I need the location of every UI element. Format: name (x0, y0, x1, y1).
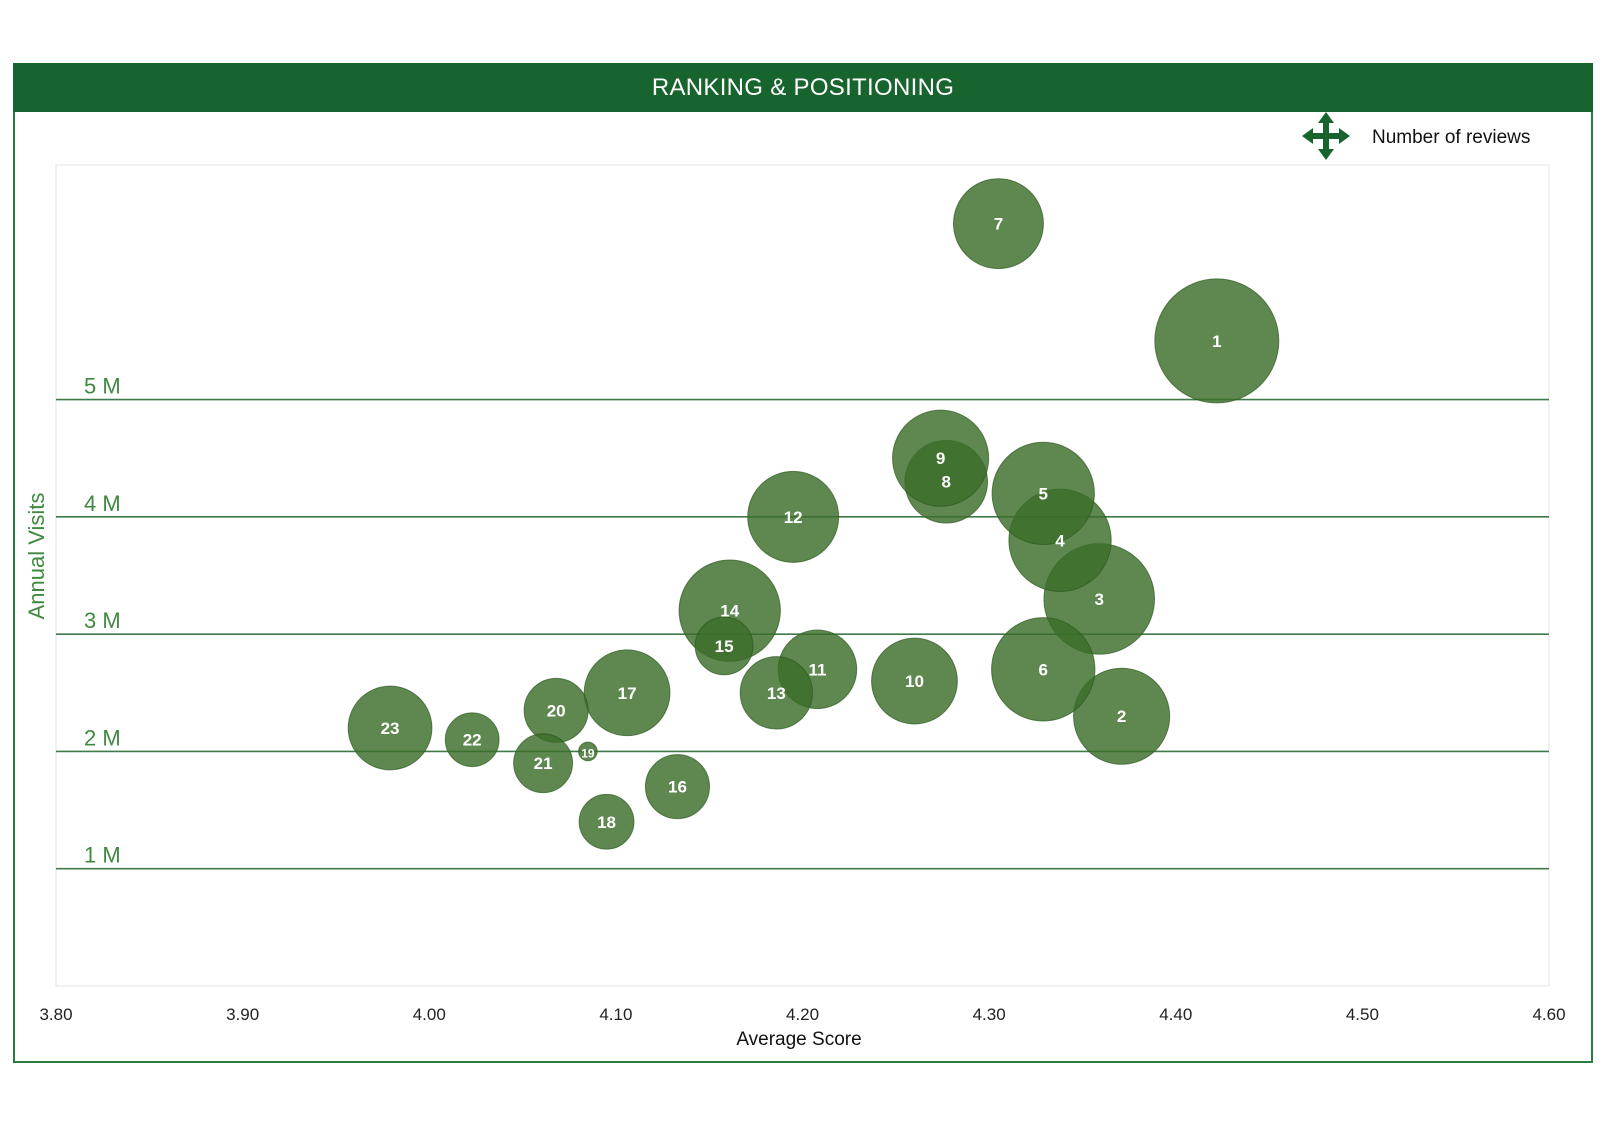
y-tick-label: 5 M (84, 374, 121, 399)
bubble-16[interactable] (644, 754, 710, 820)
bubble-12[interactable] (747, 470, 840, 563)
bubble-label: 11 (808, 660, 826, 679)
bubble-9[interactable] (892, 409, 990, 507)
bubble-17[interactable] (583, 649, 671, 737)
x-tick-label: 4.00 (413, 1005, 446, 1024)
bubble-18[interactable] (578, 793, 635, 850)
bubble-label: 22 (463, 731, 482, 750)
bubble-label: 15 (715, 637, 734, 656)
x-tick-label: 4.50 (1346, 1005, 1379, 1024)
bubble-label: 3 (1094, 590, 1103, 609)
bubble-label: 23 (381, 719, 400, 738)
bubble-2[interactable] (1073, 667, 1171, 765)
x-tick-labels: 3.80 3.90 4.00 4.10 4.20 4.30 4.40 4.50 4.60 (39, 1005, 1565, 1024)
bubble-label: 16 (668, 778, 687, 797)
x-tick-label: 4.10 (599, 1005, 632, 1024)
x-tick-label: 4.40 (1159, 1005, 1192, 1024)
chart-title: RANKING & POSITIONING (13, 63, 1593, 112)
y-tick-label: 2 M (84, 725, 121, 750)
bubble-label: 2 (1117, 707, 1126, 726)
x-axis-title: Average Score (736, 1029, 861, 1050)
bubble-label: 6 (1039, 660, 1048, 679)
legend: Number of reviews (1302, 112, 1530, 160)
x-tick-label: 3.80 (39, 1005, 72, 1024)
bubble-label: 8 (941, 473, 950, 492)
x-tick-label: 4.30 (973, 1005, 1006, 1024)
bubble-22[interactable] (444, 712, 500, 768)
y-tick-label: 3 M (84, 608, 121, 633)
bubble-label: 10 (905, 672, 924, 691)
bubble-label: 17 (618, 684, 637, 703)
bubble-19[interactable] (578, 741, 598, 762)
bubble-label: 7 (994, 215, 1003, 234)
bubble-label: 12 (784, 508, 803, 527)
y-tick-label: 1 M (84, 843, 121, 868)
bubble-7[interactable] (953, 178, 1044, 270)
bubble-15[interactable] (694, 616, 754, 676)
bubble-13[interactable] (739, 656, 814, 730)
y-tick-label: 4 M (84, 491, 121, 516)
legend-label: Number of reviews (1372, 127, 1530, 148)
bubble-label: 4 (1055, 531, 1065, 550)
x-tick-label: 4.60 (1532, 1005, 1565, 1024)
bubble-label: 19 (581, 746, 595, 760)
y-axis-title: Annual Visits (24, 493, 49, 620)
x-tick-label: 3.90 (226, 1005, 259, 1024)
bubble-1[interactable] (1154, 278, 1280, 404)
bubble-label: 14 (720, 602, 739, 621)
bubble-label: 1 (1212, 332, 1221, 351)
bubble-label: 21 (534, 754, 553, 773)
bubble-label: 13 (767, 684, 786, 703)
bubble-6[interactable] (991, 617, 1096, 722)
four-way-arrow-icon (1302, 112, 1350, 160)
bubble-21[interactable] (513, 733, 574, 794)
bubble-label: 5 (1039, 484, 1048, 503)
x-tick-label: 4.20 (786, 1005, 819, 1024)
bubble-5[interactable] (991, 441, 1095, 546)
bubble-23[interactable] (347, 685, 433, 771)
bubble-label: 18 (597, 813, 616, 832)
gridlines: 1 M 2 M 3 M 4 M 5 M (56, 374, 1549, 870)
plot-area (55, 164, 1550, 987)
bubble-label: 20 (547, 701, 566, 720)
bubble-10[interactable] (871, 637, 958, 725)
bubble-label: 9 (936, 449, 945, 468)
